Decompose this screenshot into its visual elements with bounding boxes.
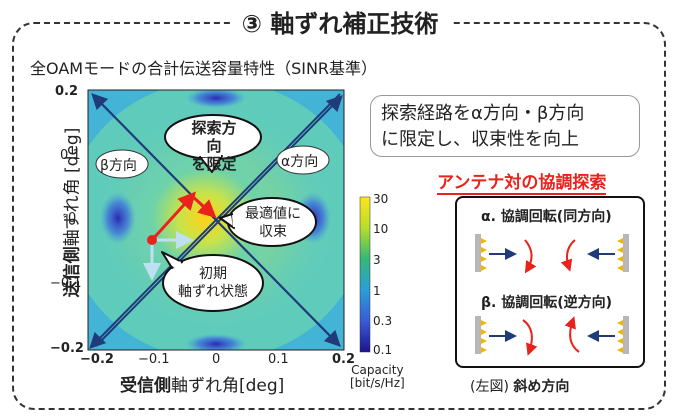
beta-callout-text: β方向 [100, 158, 137, 174]
chart-subtitle: 全OAMモードの合計伝送容量特性（SINR基準） [30, 59, 378, 78]
coop-rotation-panel: α. 協調回転(同方向) β. 協調回転(逆方向) [455, 196, 645, 368]
rx-antenna-alpha [623, 234, 629, 272]
rotate-arrow-icon [560, 239, 576, 272]
method-note: 探索経路をα方向・β方向 に限定し、収束性を向上 [370, 95, 640, 157]
x-tick: 0.2 [332, 352, 356, 367]
initial-point [147, 235, 157, 245]
rotate-arrow-icon [522, 319, 538, 356]
antenna-diagram [475, 234, 629, 356]
rx-antenna-beta [623, 316, 629, 354]
rotate-arrow-icon [524, 239, 537, 274]
beta-rotation-label: β. 協調回転(逆方向) [481, 295, 613, 311]
colorbar-tick: 3 [373, 253, 381, 267]
y-tick: 0 [68, 211, 77, 226]
alpha-callout-text: α方向 [281, 154, 319, 170]
tx-antenna-alpha [475, 234, 481, 272]
y-tick: 0.1 [60, 148, 81, 163]
y-tick: −0.2 [50, 341, 84, 356]
rotate-arrow-icon [564, 316, 580, 353]
colorbar-tick: 30 [373, 192, 389, 206]
initial-bubble [161, 251, 264, 312]
tx-antenna-beta [475, 316, 481, 354]
beta-direction-arrow [93, 95, 341, 347]
alpha-rotation-label: α. 協調回転(同方向) [481, 209, 612, 225]
colorbar-label: Capacity [bit/s/Hz] [350, 363, 405, 390]
section-title: ③ 軸ずれ補正技術 [229, 4, 451, 39]
beta-bubble [95, 149, 149, 179]
optimum-bubble [219, 197, 317, 247]
optimum-callout-text: 最適値に 収束 [245, 206, 301, 240]
x-tick: 0.1 [268, 352, 289, 367]
search-path-step1 [150, 191, 197, 242]
initial-callout-text: 初期 軸ずれ状態 [178, 266, 248, 300]
search-callout-text: 探索方向 を限定 [191, 119, 237, 173]
x-axis-label: 受信側軸ずれ角[deg] [120, 376, 285, 396]
colorbar-tick: 0.3 [373, 314, 393, 328]
colorbar-tick: 1 [373, 284, 381, 298]
x-tick: 0 [212, 352, 221, 367]
colorbar [359, 196, 371, 353]
antenna-section-title: アンテナ対の協調探索 [437, 168, 607, 195]
x-tick: −0.1 [138, 352, 170, 367]
alpha-bubble [276, 145, 330, 175]
antenna-caption: (左図) 斜め方向 [470, 379, 570, 395]
y-tick: 0.2 [55, 84, 79, 99]
y-tick: −0.1 [50, 276, 82, 291]
x-tick: −0.2 [80, 352, 114, 367]
colorbar-tick: 0.1 [373, 343, 393, 357]
search-bubble [164, 114, 262, 173]
colorbar-tick: 10 [373, 222, 389, 236]
search-path-step2 [190, 194, 217, 219]
y-axis-label: 送信側軸ずれ角 [deg] [62, 127, 83, 298]
